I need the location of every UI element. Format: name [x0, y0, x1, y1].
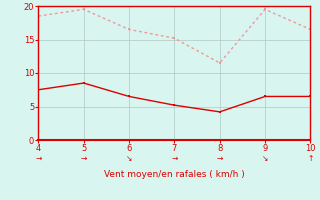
- Text: ↘: ↘: [126, 154, 132, 163]
- X-axis label: Vent moyen/en rafales ( km/h ): Vent moyen/en rafales ( km/h ): [104, 170, 245, 179]
- Text: →: →: [35, 154, 42, 163]
- Text: →: →: [81, 154, 87, 163]
- Text: →: →: [217, 154, 223, 163]
- Text: ↘: ↘: [262, 154, 268, 163]
- Text: →: →: [171, 154, 178, 163]
- Text: ↑: ↑: [307, 154, 314, 163]
